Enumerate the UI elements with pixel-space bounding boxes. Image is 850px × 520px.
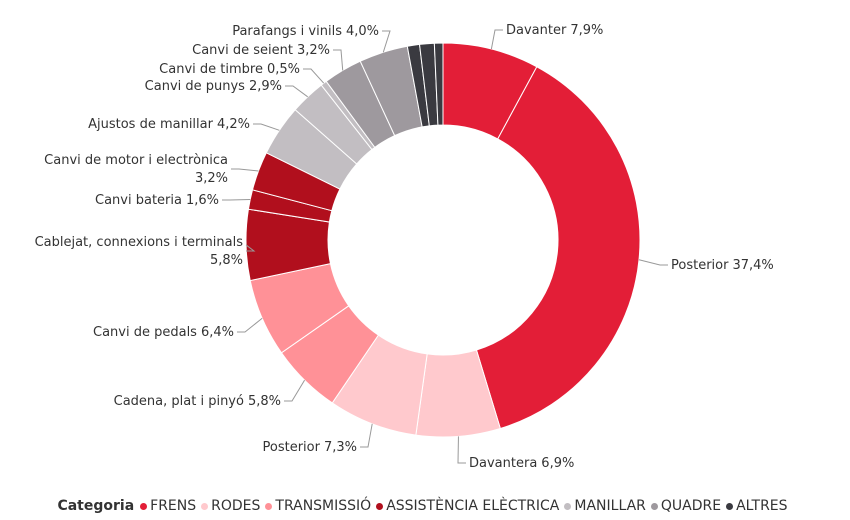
- slice-value: 6,4%: [201, 325, 234, 340]
- slice-value: 5,8%: [248, 394, 281, 409]
- legend-label: ALTRES: [736, 498, 788, 514]
- legend-item[interactable]: TRANSMISSIÓ: [265, 498, 371, 514]
- slice-label: Cablejat, connexions i terminals 5,8%: [35, 235, 244, 268]
- legend-marker: [726, 502, 734, 510]
- slice-label: Parafangs i vinils 4,0%: [232, 24, 379, 39]
- leader-line: [245, 244, 256, 252]
- legend-label: RODES: [211, 498, 261, 514]
- slice-name: Parafangs i vinils: [232, 24, 342, 39]
- slice-value: 1,6%: [186, 193, 219, 208]
- slice: [433, 42, 444, 126]
- slice-value: 7,3%: [324, 440, 357, 455]
- legend-item[interactable]: ASSISTÈNCIA ELÈCTRICA: [376, 498, 559, 514]
- legend-item[interactable]: QUADRE: [650, 498, 722, 514]
- slice: [475, 66, 641, 430]
- legend-marker: [265, 502, 273, 510]
- legend-label: QUADRE: [660, 498, 722, 514]
- slice-name: Canvi de seient: [192, 43, 293, 58]
- legend: Categoria FRENS RODES TRANSMISSIÓ ASSISTÈNC…: [0, 498, 850, 514]
- slice-label: Cadena, plat i pinyó 5,8%: [114, 394, 281, 409]
- slice-value: 2,9%: [249, 79, 282, 94]
- slice-label: Canvi de motor i electrònica 3,2%: [44, 153, 228, 186]
- leader-line: [333, 49, 344, 71]
- slice-label: Canvi de punys 2,9%: [145, 79, 282, 94]
- slice-name: Posterior: [671, 258, 729, 273]
- slice-name: Posterior: [263, 440, 321, 455]
- legend-label: TRANSMISSIÓ: [275, 498, 372, 514]
- slice-name: Canvi de pedals: [93, 325, 197, 340]
- legend-marker: [650, 502, 658, 510]
- slice-value: 0,5%: [267, 62, 300, 77]
- slice-label: Davanter 7,9%: [506, 23, 603, 38]
- leader-line: [457, 436, 466, 464]
- slice-label: Ajustos de manillar 4,2%: [88, 117, 250, 132]
- leader-line: [490, 29, 503, 50]
- slice-label: Davantera 6,9%: [469, 456, 574, 471]
- leader-line: [284, 379, 306, 402]
- legend-item[interactable]: FRENS: [140, 498, 196, 514]
- slice-name: Canvi de motor i electrònica: [44, 153, 228, 168]
- legend-label: FRENS: [150, 498, 197, 514]
- legend-title: Categoria: [57, 498, 135, 514]
- leader-line: [253, 123, 280, 131]
- slice-name: Davanter: [506, 23, 567, 38]
- slice-name: Canvi de timbre: [159, 62, 263, 77]
- leader-line: [231, 168, 259, 172]
- legend-item[interactable]: RODES: [201, 498, 260, 514]
- leader-line: [303, 68, 325, 84]
- slice-label: Canvi bateria 1,6%: [95, 193, 219, 208]
- leader-line: [222, 198, 251, 201]
- leader-line: [638, 259, 668, 266]
- slice-label: Posterior 7,3%: [263, 440, 357, 455]
- slice-value: 4,2%: [217, 117, 250, 132]
- legend-marker: [564, 502, 572, 510]
- leader-line: [237, 317, 263, 333]
- slice-value: 5,8%: [210, 253, 243, 268]
- legend-marker: [140, 502, 148, 510]
- slice-value: 3,2%: [195, 171, 228, 186]
- slice-label: Canvi de timbre 0,5%: [159, 62, 300, 77]
- slice-label: Canvi de seient 3,2%: [192, 43, 330, 58]
- legend-label: ASSISTÈNCIA ELÈCTRICA: [386, 498, 560, 514]
- legend-marker: [376, 502, 384, 510]
- slice-name: Davantera: [469, 456, 537, 471]
- legend-item[interactable]: ALTRES: [726, 498, 788, 514]
- legend-item[interactable]: MANILLAR: [564, 498, 646, 514]
- slice-value: 37,4%: [732, 258, 773, 273]
- slice-name: Canvi de punys: [145, 79, 246, 94]
- legend-label: MANILLAR: [574, 498, 646, 514]
- slice-name: Ajustos de manillar: [88, 117, 214, 132]
- leader-line: [382, 30, 391, 53]
- slice-value: 6,9%: [541, 456, 574, 471]
- slice-label: Canvi de pedals 6,4%: [93, 325, 234, 340]
- slice-label: Posterior 37,4%: [671, 258, 774, 273]
- slice-name: Cablejat, connexions i terminals: [35, 235, 244, 250]
- slice-name: Canvi bateria: [95, 193, 182, 208]
- slice-value: 7,9%: [570, 23, 603, 38]
- slice-value: 4,0%: [346, 24, 379, 39]
- donut-chart: Davanter 7,9%Posterior 37,4%Davantera 6,9%P…: [35, 23, 774, 471]
- slice-value: 3,2%: [297, 43, 330, 58]
- leader-line: [360, 423, 373, 448]
- leader-line: [285, 85, 308, 98]
- slice-name: Cadena, plat i pinyó: [114, 394, 244, 409]
- legend-marker: [201, 502, 209, 510]
